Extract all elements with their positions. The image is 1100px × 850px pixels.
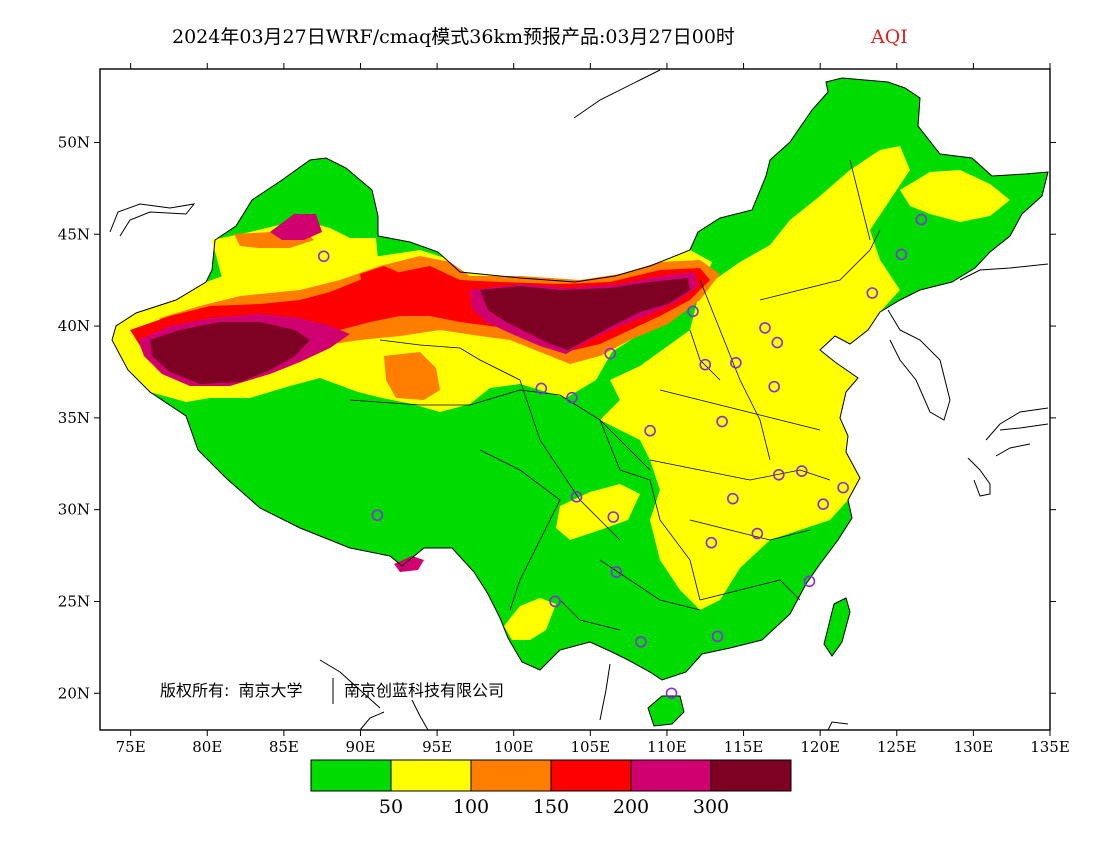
legend-swatch: [310, 759, 392, 792]
station-marker: [759, 322, 771, 334]
station-marker: [635, 636, 647, 648]
map-frame: [99, 68, 1051, 731]
product-label: AQI: [870, 26, 908, 48]
station-marker: [795, 465, 808, 477]
station-marker: [771, 336, 784, 349]
map-title: 2024年03月27日WRF/cmaq模式36km预报产品:03月27日00时: [172, 26, 735, 48]
legend-label: 100: [453, 796, 489, 818]
legend-swatch: [710, 759, 792, 792]
x-tick-label: 90E: [345, 738, 375, 756]
aqi-maroon-taklimakan: [150, 322, 310, 384]
taiwan-green: [824, 598, 850, 656]
station-marker: [730, 356, 742, 369]
legend-label: 50: [379, 796, 403, 818]
map-area: 版权所有: 南京大学 南京创蓝科技有限公司: [99, 68, 1051, 731]
station-marker: [570, 491, 583, 503]
legend-label: 150: [533, 796, 569, 818]
station-marker: [768, 380, 780, 393]
x-tick-label: 75E: [116, 738, 146, 756]
station-markers: [317, 213, 928, 700]
station-marker: [371, 509, 384, 521]
x-tick-label: 105E: [571, 738, 611, 756]
legend-swatch: [630, 759, 712, 792]
station-marker: [803, 575, 816, 588]
aqi-magenta-tibet-south: [394, 556, 424, 572]
hainan-green: [648, 696, 684, 726]
x-tick-label: 120E: [800, 738, 840, 756]
legend-swatch: [470, 759, 552, 792]
copyright-org2: 南京创蓝科技有限公司: [344, 681, 504, 700]
aqi-yellow-yunnan: [504, 598, 556, 640]
aqi-maroon-gobi: [480, 278, 690, 350]
station-marker: [751, 527, 764, 540]
station-marker: [817, 498, 830, 510]
legend-label: 300: [693, 796, 729, 818]
station-marker: [644, 424, 656, 437]
x-tick-label: 125E: [877, 738, 917, 756]
x-tick-label: 110E: [647, 738, 687, 756]
y-tick-label: 20N: [58, 684, 90, 702]
copyright-prefix: 版权所有:: [160, 681, 229, 700]
taiwan-border: [823, 597, 851, 657]
y-tick-label: 25N: [58, 592, 90, 610]
station-marker: [610, 566, 623, 578]
china-border: [111, 77, 1049, 681]
aqi-yellow-east: [600, 146, 910, 610]
station-marker: [549, 595, 561, 608]
aqi-red-bortala: [360, 266, 398, 292]
y-tick-label: 50N: [58, 133, 90, 151]
aqi-orange-qaidam: [384, 352, 440, 400]
aqi-yellow-sichuan: [556, 484, 640, 540]
x-tick-label: 95E: [422, 738, 452, 756]
y-tick-label: 30N: [58, 501, 90, 519]
station-marker: [566, 391, 578, 404]
station-marker: [716, 415, 728, 428]
legend-swatch: [390, 759, 472, 792]
x-tick-label: 80E: [192, 738, 222, 756]
province-borders: [349, 159, 881, 631]
station-marker: [772, 468, 785, 481]
station-marker: [665, 687, 678, 700]
y-tick-label: 35N: [58, 409, 90, 427]
station-marker: [837, 481, 849, 494]
station-marker: [895, 248, 908, 261]
station-marker: [915, 213, 928, 226]
y-tick-label: 40N: [58, 317, 90, 335]
coastlines: [109, 69, 1049, 731]
station-marker: [705, 536, 718, 549]
station-marker: [866, 287, 879, 299]
station-marker: [711, 630, 724, 643]
x-tick-label: 85E: [269, 738, 299, 756]
hainan-border: [647, 695, 685, 727]
svg-text:版权所有: 南京大学: 版权所有: 南京大学: [160, 681, 303, 700]
map-axes: 75E 80E 85E 90E 95E 100E 105E 110E 115E 120E 125E 1…: [58, 63, 1070, 756]
color-legend: 50 100 150 200 300: [310, 759, 792, 818]
x-tick-label: 135E: [1030, 738, 1070, 756]
legend-swatch: [550, 759, 632, 792]
copyright-org1: 南京大学: [239, 681, 303, 700]
station-marker: [607, 511, 620, 523]
x-tick-label: 130E: [954, 738, 994, 756]
legend-label: 200: [613, 796, 649, 818]
y-tick-label: 45N: [58, 225, 90, 243]
station-marker: [535, 382, 548, 395]
station-marker: [317, 250, 330, 263]
station-marker: [687, 305, 699, 318]
aqi-field: [112, 78, 1048, 726]
aqi-magenta-dzungaria: [270, 214, 322, 240]
x-tick-label: 115E: [724, 738, 764, 756]
station-marker: [699, 358, 712, 371]
station-marker: [604, 347, 617, 360]
aqi-yellow-northeast: [900, 170, 1010, 222]
station-marker: [727, 492, 739, 505]
x-tick-label: 100E: [494, 738, 534, 756]
